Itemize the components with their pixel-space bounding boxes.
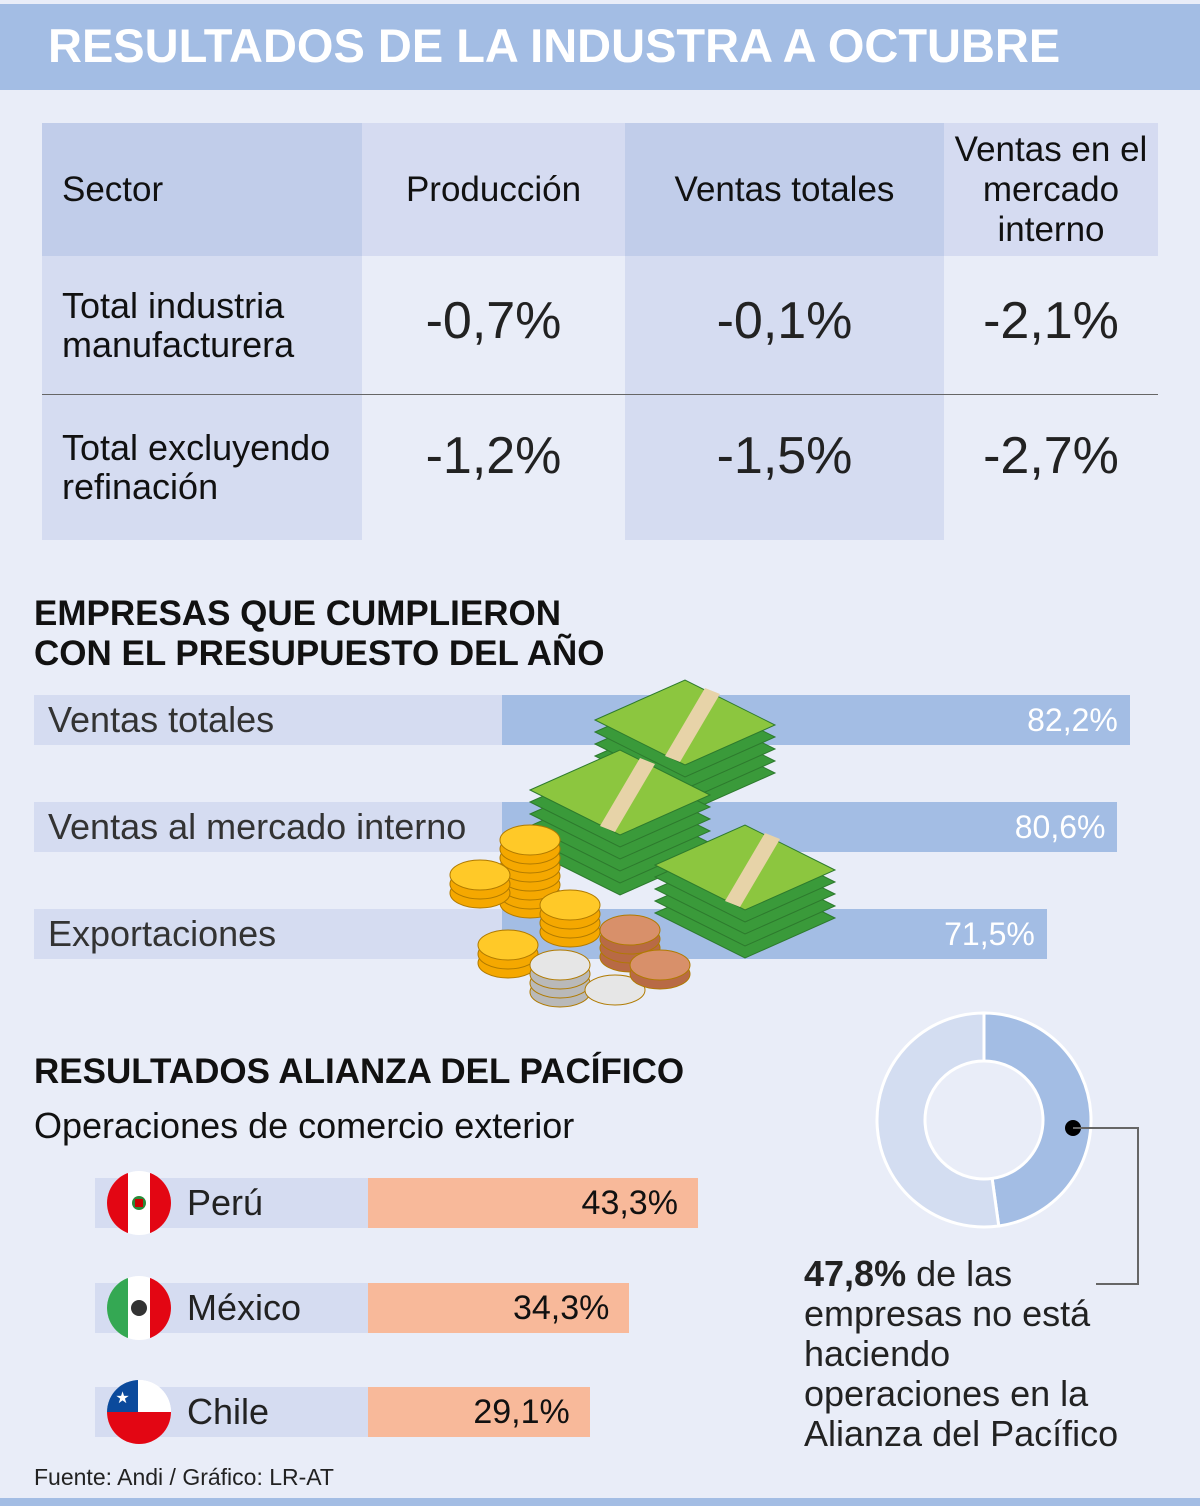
bar: 29,1% <box>368 1387 590 1437</box>
alliance-section-title: RESULTADOS ALIANZA DEL PACÍFICO <box>34 1052 685 1091</box>
header-sector: Sector <box>62 169 164 209</box>
data-label: 80,6% <box>1014 808 1106 845</box>
mexico-flag-icon <box>107 1276 171 1340</box>
svg-text:★: ★ <box>115 1390 129 1407</box>
donut-chart <box>875 1011 1139 1285</box>
peru-flag-icon <box>107 1171 171 1235</box>
table-cell: -1,5% <box>716 427 853 485</box>
page-title: RESULTADOS DE LA INDUSTRA A OCTUBRE <box>48 19 1061 72</box>
donut-slice <box>982 1011 1093 1228</box>
bar: 34,3% <box>368 1283 630 1333</box>
alliance-subtitle: Operaciones de comercio exterior <box>34 1105 575 1146</box>
header-ventas-mercado-interno: Ventas en el mercado interno <box>954 129 1148 249</box>
chile-flag-icon: ★ <box>107 1380 171 1444</box>
bar-label: Ventas al mercado interno <box>34 802 504 852</box>
bottom-bar <box>0 1498 1200 1506</box>
donut-annotation: 47,8% de las empresas no está haciendo o… <box>804 1254 1124 1454</box>
header-ventas-totales: Ventas totales <box>674 169 895 209</box>
title-bar <box>0 4 1200 90</box>
budget-section-title: EMPRESAS QUE CUMPLIERON CON EL PRESUPUES… <box>34 594 605 673</box>
donut-value: 47,8% <box>804 1253 907 1294</box>
source-note: Fuente: Andi / Gráfico: LR-AT <box>34 1464 334 1490</box>
bar-label: Ventas totales <box>34 695 504 745</box>
table-cell: -0,7% <box>425 292 562 350</box>
table-cell: -2,7% <box>983 427 1119 485</box>
donut-slice <box>875 1011 1001 1229</box>
bar: 43,3% <box>368 1178 698 1228</box>
table-cell: -2,1% <box>983 292 1119 350</box>
header-produccion: Producción <box>405 169 582 209</box>
callout-line <box>1073 1127 1139 1285</box>
data-label: 71,5% <box>944 915 1035 952</box>
data-label: 34,3% <box>512 1288 610 1327</box>
row-sector: Total industria manufacturera <box>62 285 295 365</box>
data-label: 82,2% <box>1027 701 1118 738</box>
donut-annotation-text: de las empresas no está haciendo operaci… <box>804 1253 1119 1454</box>
money-illustration-icon <box>449 679 837 1008</box>
bar-label: Exportaciones <box>34 909 504 959</box>
data-label: 43,3% <box>581 1183 678 1222</box>
row-sector: Total excluyendo refinación <box>62 427 331 507</box>
table-cell: -0,1% <box>716 292 853 350</box>
data-label: 29,1% <box>473 1392 570 1431</box>
table-cell: -1,2% <box>425 427 562 485</box>
